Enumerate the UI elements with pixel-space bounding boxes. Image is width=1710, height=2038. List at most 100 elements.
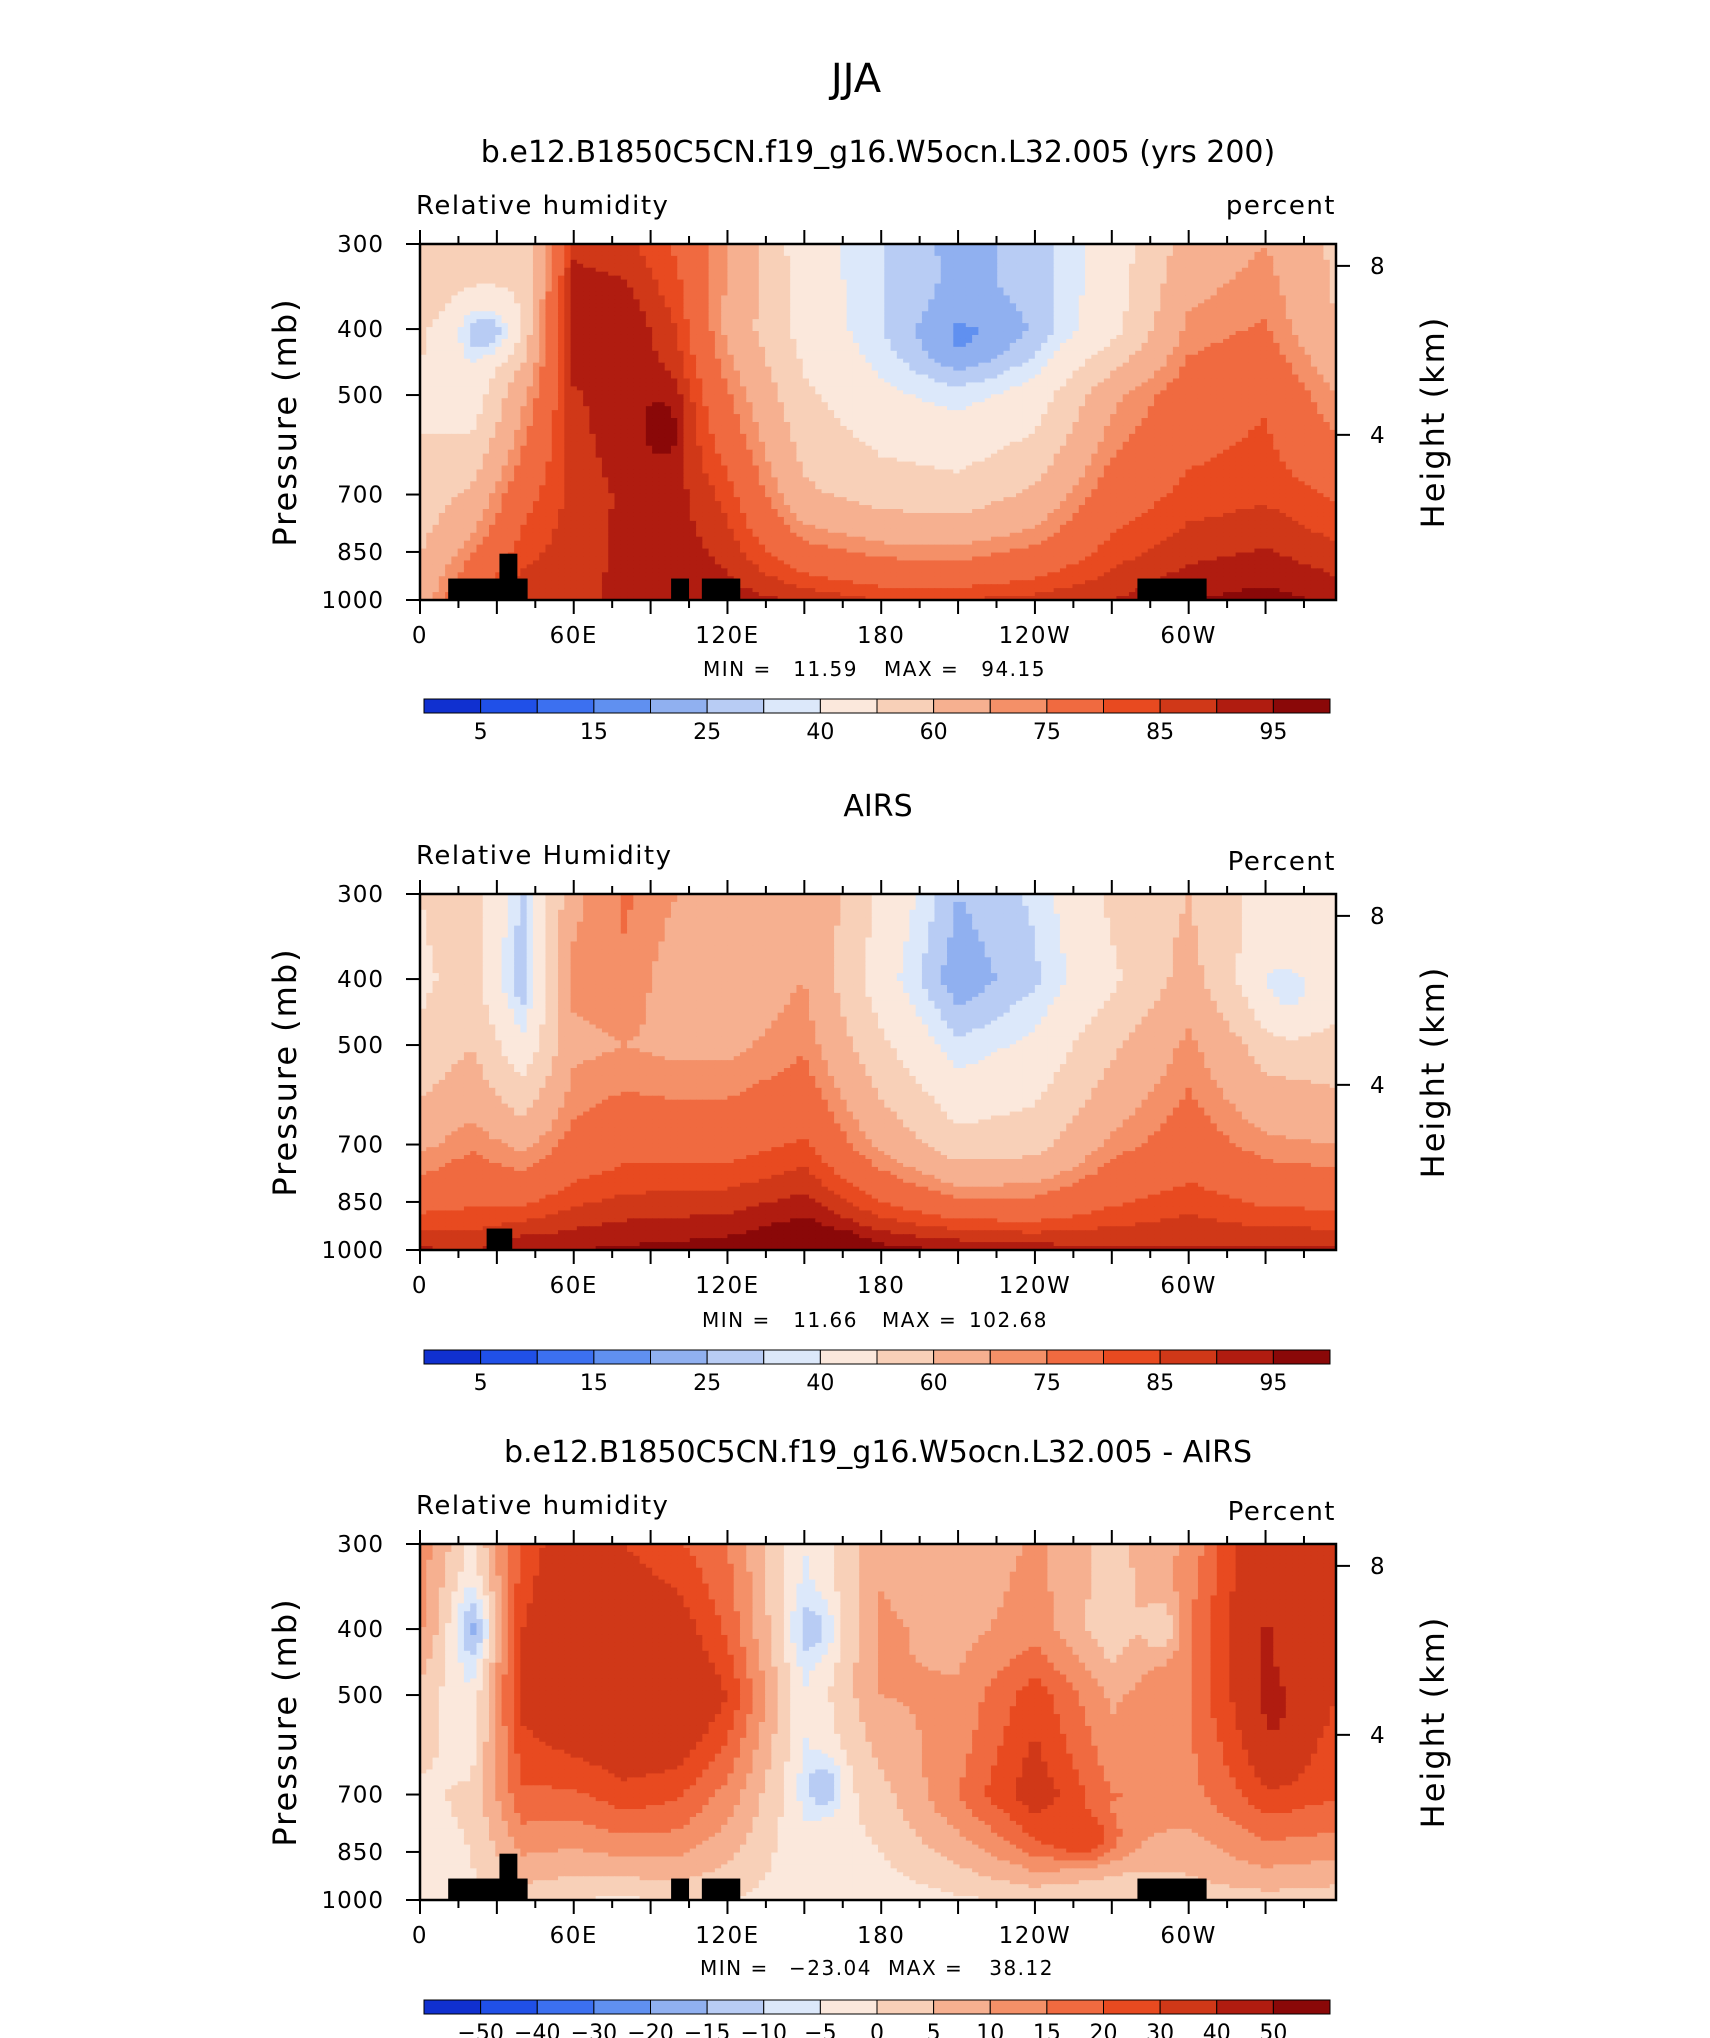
contour-cell [463,374,471,380]
contour-cell [1172,275,1180,281]
contour-cell [733,271,741,277]
contour-cell [1016,271,1023,277]
contour-cell [746,354,754,360]
contour-cell [1279,247,1287,253]
contour-cell [702,299,710,304]
contour-cell [846,370,854,376]
contour-cell [1260,338,1268,344]
contour-cell [940,350,948,356]
contour-cell [683,259,691,265]
contour-cell [752,370,760,376]
contour-cell [733,244,741,249]
contour-cell [909,311,917,316]
contour-cell [482,287,490,293]
contour-cell [501,263,509,269]
contour-cell [576,255,584,261]
contour-cell [702,350,710,356]
contour-cell [1135,275,1143,281]
contour-cell [620,370,628,376]
contour-cell [658,311,666,316]
contour-cell [507,283,515,289]
contour-cell [739,275,747,281]
contour-cell [1078,354,1086,360]
contour-cell [545,263,553,269]
contour-cell [620,319,628,324]
contour-cell [796,244,804,249]
contour-cell [771,334,779,340]
contour-cell [1097,287,1105,293]
contour-cell [1172,319,1180,324]
contour-cell [645,267,653,273]
contour-cell [934,315,942,320]
contour-cell [1229,291,1237,297]
contour-cell [1154,287,1161,293]
contour-cell [614,370,622,376]
contour-cell [1072,346,1080,352]
contour-cell [834,271,841,277]
contour-cell [526,283,534,289]
contour-cell [1248,370,1256,376]
contour-cell [539,259,547,265]
contour-cell [545,319,553,324]
contour-cell [777,283,785,289]
contour-cell [664,303,672,308]
contour-cell [721,279,729,285]
contour-cell [451,279,459,285]
contour-cell [1047,247,1055,253]
contour-cell [1279,366,1287,372]
contour-cell [1229,370,1237,376]
contour-cell [432,279,440,285]
contour-cell [1204,299,1212,304]
contour-cell [482,244,490,249]
contour-cell [1041,295,1048,300]
contour-cell [545,358,553,364]
contour-cell [884,267,892,273]
contour-cell [947,283,954,289]
contour-cell [658,247,666,253]
contour-cell [1147,358,1155,364]
contour-cell [1141,319,1149,324]
contour-cell [520,358,528,364]
contour-cell [551,299,559,304]
contour-cell [1310,323,1318,328]
contour-cell [1028,366,1036,372]
contour-cell [1147,370,1155,376]
contour-cell [1285,287,1293,293]
contour-cell [1047,275,1055,281]
contour-cell [928,315,936,320]
contour-cell [432,323,440,328]
contour-cell [990,323,998,328]
contour-cell [827,319,835,324]
contour-cell [1292,374,1299,380]
contour-cell [959,331,967,336]
contour-cell [532,323,540,328]
contour-cell [852,350,860,356]
contour-cell [821,319,829,324]
contour-cell [758,299,766,304]
contour-cell [1128,307,1136,312]
contour-cell [1216,283,1224,289]
contour-cell [1147,291,1155,297]
contour-cell [878,311,885,316]
contour-cell [1304,291,1312,297]
contour-cell [1154,263,1161,269]
contour-cell [821,362,829,368]
contour-cell [790,346,798,352]
contour-cell [670,251,678,257]
contour-cell [1009,244,1017,249]
contour-cell [1241,299,1249,304]
contour-cell [909,244,917,249]
contour-cell [1103,342,1111,348]
contour-cell [1034,287,1042,293]
contour-cell [1323,350,1331,356]
contour-cell [821,244,829,249]
contour-cell [1116,275,1124,281]
contour-cell [890,346,898,352]
contour-cell [1041,263,1048,269]
contour-cell [1317,279,1325,285]
contour-cell [896,244,904,249]
contour-cell [959,362,967,368]
contour-cell [463,378,471,384]
contour-cell [1329,291,1337,297]
contour-cell [940,259,948,265]
